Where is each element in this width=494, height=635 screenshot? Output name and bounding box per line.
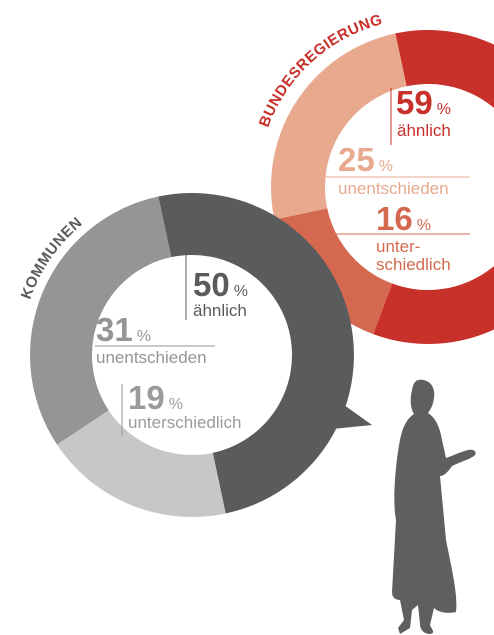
value-number: 16 — [376, 200, 413, 237]
value-label: 16% — [376, 202, 431, 242]
value-number: 25 — [338, 141, 375, 178]
value-number: 59 — [396, 84, 433, 121]
value-number: 50 — [193, 266, 230, 303]
donut-segment — [158, 193, 354, 514]
value-number: 19 — [128, 379, 165, 416]
donut-segments — [29, 30, 494, 517]
donut-segment — [57, 410, 226, 517]
donut-segment — [270, 33, 407, 220]
value-label: 31% — [96, 313, 151, 353]
speech-bubble-tail — [322, 395, 372, 430]
value-label: 25% — [338, 143, 393, 183]
value-label: 19% — [128, 381, 183, 421]
category-label: ähnlich — [193, 301, 247, 320]
category-label: unentschieden — [338, 179, 449, 198]
value-unit: % — [233, 283, 248, 300]
leader-lines — [95, 88, 470, 436]
woman-silhouette — [392, 379, 476, 634]
value-number: 31 — [96, 311, 133, 348]
value-unit: % — [436, 101, 451, 118]
category-label: unter- schiedlich — [376, 237, 451, 274]
value-unit: % — [416, 217, 431, 234]
category-label: unterschiedlich — [128, 413, 242, 432]
value-unit: % — [168, 396, 183, 413]
value-unit: % — [378, 158, 393, 175]
category-label: unentschieden — [96, 348, 207, 367]
value-label: 50% — [193, 268, 248, 308]
donut-segment — [29, 196, 172, 445]
value-unit: % — [136, 328, 151, 345]
category-label: ähnlich — [397, 121, 451, 140]
donut-segment — [373, 30, 494, 344]
value-label: 59% — [396, 86, 451, 126]
